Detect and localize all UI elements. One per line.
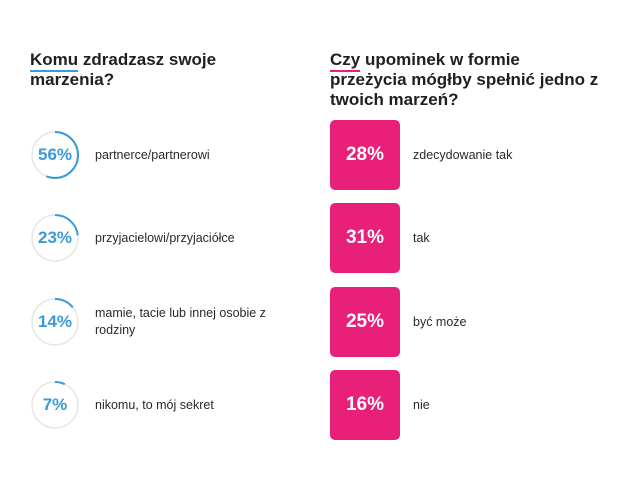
answer-label: zdecydowanie tak (413, 148, 513, 162)
left-row: 23% przyjacielowi/przyjaciółce (30, 203, 285, 273)
right-column: Czy upominek w formie przeżycia mógłby s… (330, 50, 600, 440)
percent-ring: 14% (30, 297, 80, 347)
percent-value: 23% (37, 228, 73, 247)
answer-label: nie (413, 398, 430, 412)
left-heading: Komu zdradzasz swoje marzenia? (30, 50, 300, 114)
right-row: 28% zdecydowanie tak (330, 120, 512, 190)
category-label: partnerce/partnerowi (95, 147, 210, 162)
percent-box: 16% (330, 370, 400, 440)
ring-graphic (31, 298, 79, 346)
ring-arc (31, 298, 79, 346)
percent-value: 56% (37, 145, 73, 164)
right-row: 31% tak (330, 203, 430, 273)
right-row: 25% być może (330, 287, 467, 357)
left-row: 7% nikomu, to mój sekret (30, 370, 285, 440)
ring-arc (31, 214, 79, 262)
percent-value: 14% (37, 312, 73, 331)
left-heading-text: zdradzasz swoje marzenia? (30, 50, 217, 89)
ring-graphic (31, 131, 79, 179)
right-heading-text: upominek w formie przeżycia mógłby spełn… (330, 50, 599, 109)
left-row: 14% mamie, tacie lub innej osobie z rodzi… (30, 287, 285, 357)
ring-graphic (31, 214, 79, 262)
ring-graphic (31, 381, 79, 429)
category-label: nikomu, to mój sekret (95, 397, 214, 412)
percent-box: 28% (330, 120, 400, 190)
right-heading-underlined: Czy (330, 50, 361, 69)
percent-value: 7% (42, 395, 68, 414)
ring-arc (31, 131, 79, 179)
category-label: mamie, tacie lub innej osobie z rodziny (95, 306, 266, 337)
left-column: Komu zdradzasz swoje marzenia? 56% partne… (30, 50, 300, 429)
left-row: 56% partnerce/partnerowi (30, 120, 285, 190)
percent-ring: 7% (30, 380, 80, 430)
percent-box: 31% (330, 203, 400, 273)
ring-arc (31, 381, 79, 429)
answer-label: być może (413, 315, 467, 329)
right-row: 16% nie (330, 370, 430, 440)
left-heading-underlined: Komu (30, 50, 79, 69)
category-label: przyjacielowi/przyjaciółce (95, 230, 235, 245)
right-heading: Czy upominek w formie przeżycia mógłby s… (330, 50, 600, 114)
percent-box: 25% (330, 287, 400, 357)
answer-label: tak (413, 231, 430, 245)
percent-ring: 23% (30, 213, 80, 263)
percent-ring: 56% (30, 130, 80, 180)
